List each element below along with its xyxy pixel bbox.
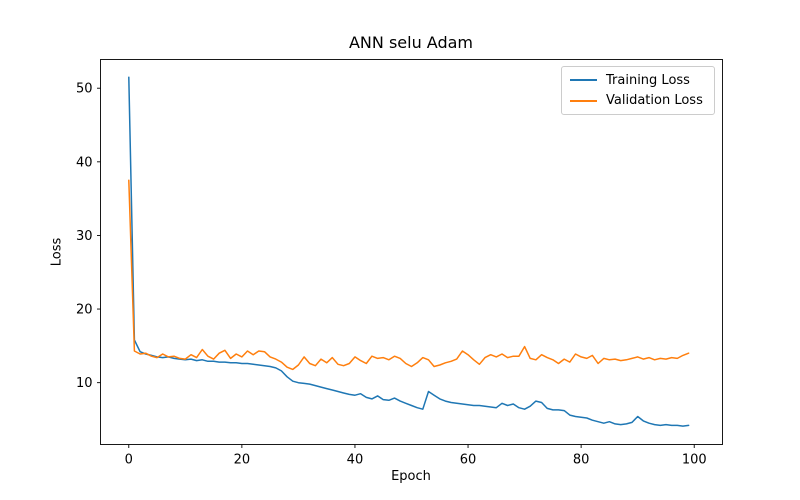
training-loss-line-swatch xyxy=(570,79,597,82)
series-line-training-loss xyxy=(128,76,690,427)
series-line-validation-loss xyxy=(128,179,690,371)
x-tick-label: 80 xyxy=(573,453,590,468)
x-tick-label: 100 xyxy=(682,453,707,468)
training-loss-legend-label: Training Loss xyxy=(606,72,690,88)
y-axis-label: Loss xyxy=(49,237,65,267)
x-tick-label: 40 xyxy=(347,453,364,468)
x-axis-label: Epoch xyxy=(391,469,431,484)
y-tick-label: 30 xyxy=(76,229,93,244)
x-tick-label: 60 xyxy=(460,453,477,468)
y-tick-label: 50 xyxy=(76,82,93,97)
axes-frame xyxy=(100,59,723,445)
y-tick-label: 40 xyxy=(76,155,93,170)
validation-loss-legend-label: Validation Loss xyxy=(606,93,703,109)
y-tick-label: 10 xyxy=(76,376,93,391)
x-tick-label: 20 xyxy=(234,453,251,468)
y-tick-label: 20 xyxy=(76,303,93,318)
legend-item-validation-loss: Validation Loss xyxy=(570,93,706,108)
legend: Training Loss Validation Loss xyxy=(561,66,715,115)
chart-title: ANN selu Adam xyxy=(348,33,474,52)
legend-item-training-loss: Training Loss xyxy=(570,73,706,88)
validation-loss-line-swatch xyxy=(570,99,597,102)
x-tick-label: 0 xyxy=(125,453,133,468)
